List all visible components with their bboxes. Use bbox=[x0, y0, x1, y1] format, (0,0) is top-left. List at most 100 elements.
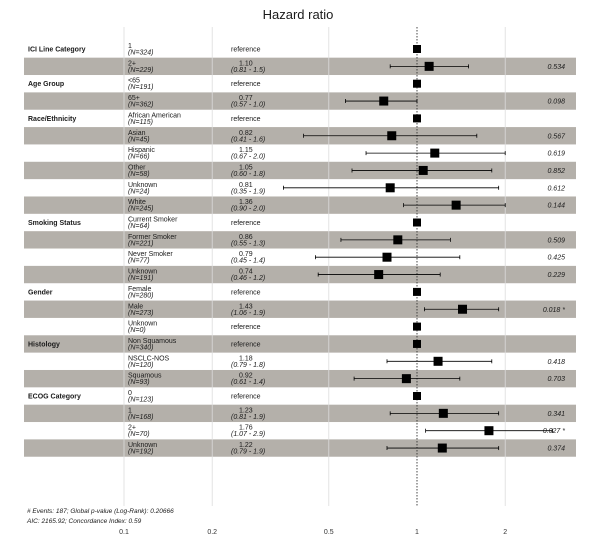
estimate-label: 0.79 bbox=[239, 251, 253, 258]
chart-title: Hazard ratio bbox=[263, 7, 334, 22]
estimate-label: 1.22 bbox=[239, 442, 253, 449]
x-tick-label-0-2: 0.2 bbox=[207, 529, 217, 536]
reference-label: reference bbox=[231, 81, 261, 88]
hazard-ratio-marker bbox=[424, 61, 434, 71]
row-stripe bbox=[24, 369, 576, 388]
x-tick-label-0-1: 0.1 bbox=[119, 529, 129, 536]
n-label: (N=192) bbox=[128, 449, 153, 456]
p-value-label: 0.619 bbox=[547, 151, 565, 158]
hazard-ratio-marker bbox=[374, 270, 384, 280]
level-label: Female bbox=[128, 286, 151, 293]
x-tick-label-0-5: 0.5 bbox=[324, 529, 334, 536]
variable-label: ECOG Category bbox=[28, 394, 81, 401]
hazard-ratio-marker bbox=[484, 426, 494, 436]
table-row: 1(N=168) 1.23(0.81 - 1.9) 0.341 bbox=[128, 407, 565, 421]
hazard-ratio-marker bbox=[379, 96, 389, 106]
table-row: Unknown(N=192) 1.22(0.79 - 1.9) 0.374 bbox=[128, 442, 565, 456]
p-value-label: 0.418 bbox=[547, 359, 565, 366]
level-label: Current Smoker bbox=[128, 217, 178, 224]
level-label: Unknown bbox=[128, 269, 157, 276]
reference-marker bbox=[413, 287, 421, 296]
hazard-ratio-marker bbox=[401, 374, 411, 384]
p-value-label: 0.703 bbox=[547, 376, 565, 383]
level-label: NSCLC-NOS bbox=[128, 355, 170, 362]
x-tick-label-2: 2 bbox=[503, 529, 507, 536]
n-label: (N=93) bbox=[128, 379, 150, 386]
hazard-ratio-marker bbox=[437, 443, 447, 453]
reference-marker bbox=[413, 322, 421, 331]
table-row: Race/Ethnicity African American(N=115) ref… bbox=[28, 112, 421, 126]
estimate-label: 0.81 bbox=[239, 182, 253, 189]
reference-marker bbox=[413, 392, 421, 400]
level-label: Squamous bbox=[128, 373, 162, 380]
row-stripe bbox=[24, 300, 576, 318]
p-value-label: 0.425 bbox=[547, 255, 565, 262]
reference-label: reference bbox=[231, 116, 261, 123]
table-row: Squamous(N=93) 0.92(0.61 - 1.4) 0.703 bbox=[128, 373, 565, 387]
gridlines bbox=[123, 27, 506, 506]
level-label: 65+ bbox=[128, 95, 140, 102]
level-label: Never Smoker bbox=[128, 251, 173, 258]
n-label: (N=0) bbox=[128, 327, 146, 334]
n-label: (N=120) bbox=[128, 362, 153, 369]
n-label: (N=191) bbox=[128, 275, 153, 282]
p-value-label: 0.534 bbox=[547, 64, 565, 71]
table-row: ECOG Category 0(N=123) reference bbox=[28, 390, 421, 404]
ci-label: (1.07 - 2.9) bbox=[231, 431, 265, 438]
ci-label: (0.79 - 1.8) bbox=[231, 362, 265, 369]
n-label: (N=324) bbox=[128, 50, 153, 57]
n-label: (N=191) bbox=[128, 84, 153, 91]
reference-marker bbox=[413, 339, 421, 348]
table-row: Other(N=58) 1.05(0.60 - 1.8) 0.852 bbox=[128, 164, 565, 178]
variable-label: Smoking Status bbox=[28, 220, 81, 227]
footnote-events: # Events: 187; Global p-value (Log-Rank)… bbox=[27, 508, 174, 515]
ci-label: (0.81 - 1.9) bbox=[231, 414, 265, 421]
hazard-ratio-marker bbox=[385, 183, 395, 193]
n-label: (N=24) bbox=[128, 188, 150, 195]
table-row: Former Smoker(N=221) 0.86(0.55 - 1.3) 0.50… bbox=[128, 234, 565, 248]
p-value-label: 0.567 bbox=[547, 133, 566, 140]
level-label: Non Squamous bbox=[128, 338, 177, 345]
hazard-ratio-marker bbox=[418, 165, 428, 175]
variable-label: Gender bbox=[28, 289, 53, 296]
ci-label: (0.79 - 1.9) bbox=[231, 449, 265, 456]
row-stripes bbox=[24, 57, 576, 457]
level-label: <65 bbox=[128, 78, 140, 85]
row-stripe bbox=[24, 335, 576, 353]
estimate-label: 1.23 bbox=[239, 407, 253, 414]
estimate-label: 0.74 bbox=[239, 269, 253, 276]
level-label: Hispanic bbox=[128, 147, 155, 154]
reference-marker bbox=[413, 45, 421, 53]
level-label: 2+ bbox=[128, 425, 136, 432]
table-row: Histology Non Squamous(N=340) reference bbox=[28, 338, 421, 351]
table-rows: ICI Line Category 1(N=324) reference2+(N=2… bbox=[28, 43, 566, 456]
n-label: (N=64) bbox=[128, 223, 150, 230]
estimate-label: 1.76 bbox=[239, 425, 253, 432]
ci-label: (1.06 - 1.9) bbox=[231, 310, 265, 317]
reference-marker bbox=[413, 114, 421, 123]
x-tick-label-1: 1 bbox=[415, 529, 419, 536]
table-row: Gender Female(N=280) reference bbox=[28, 286, 421, 299]
n-label: (N=123) bbox=[128, 397, 153, 404]
ci-label: (0.45 - 1.4) bbox=[231, 258, 265, 265]
level-label: Former Smoker bbox=[128, 234, 177, 241]
table-row: Age Group <65(N=191) reference bbox=[28, 78, 421, 91]
level-label: African American bbox=[128, 112, 181, 119]
table-row: 2+(N=70) 1.76(1.07 - 2.9) 0.027 * bbox=[128, 425, 565, 439]
table-row: Unknown(N=0) reference bbox=[128, 321, 421, 334]
row-stripe bbox=[24, 92, 576, 110]
table-row: Hispanic(N=66) 1.15(0.67 - 2.0) 0.619 bbox=[128, 147, 565, 161]
n-label: (N=280) bbox=[128, 292, 153, 299]
footnote-aic: AIC: 2165.92; Concordance Index: 0.59 bbox=[26, 518, 142, 525]
table-row: Smoking Status Current Smoker(N=64) refere… bbox=[28, 217, 421, 230]
level-label: White bbox=[128, 199, 146, 206]
n-label: (N=229) bbox=[128, 67, 153, 74]
estimate-label: 0.92 bbox=[239, 373, 253, 380]
n-label: (N=58) bbox=[128, 171, 150, 178]
reference-label: reference bbox=[231, 341, 261, 348]
estimate-label: 1.10 bbox=[239, 60, 253, 67]
ci-label: (0.81 - 1.5) bbox=[231, 67, 265, 74]
n-label: (N=245) bbox=[128, 206, 153, 213]
table-row: NSCLC-NOS(N=120) 1.18(0.79 - 1.8) 0.418 bbox=[128, 355, 565, 369]
ci-label: (0.46 - 1.2) bbox=[231, 275, 265, 282]
